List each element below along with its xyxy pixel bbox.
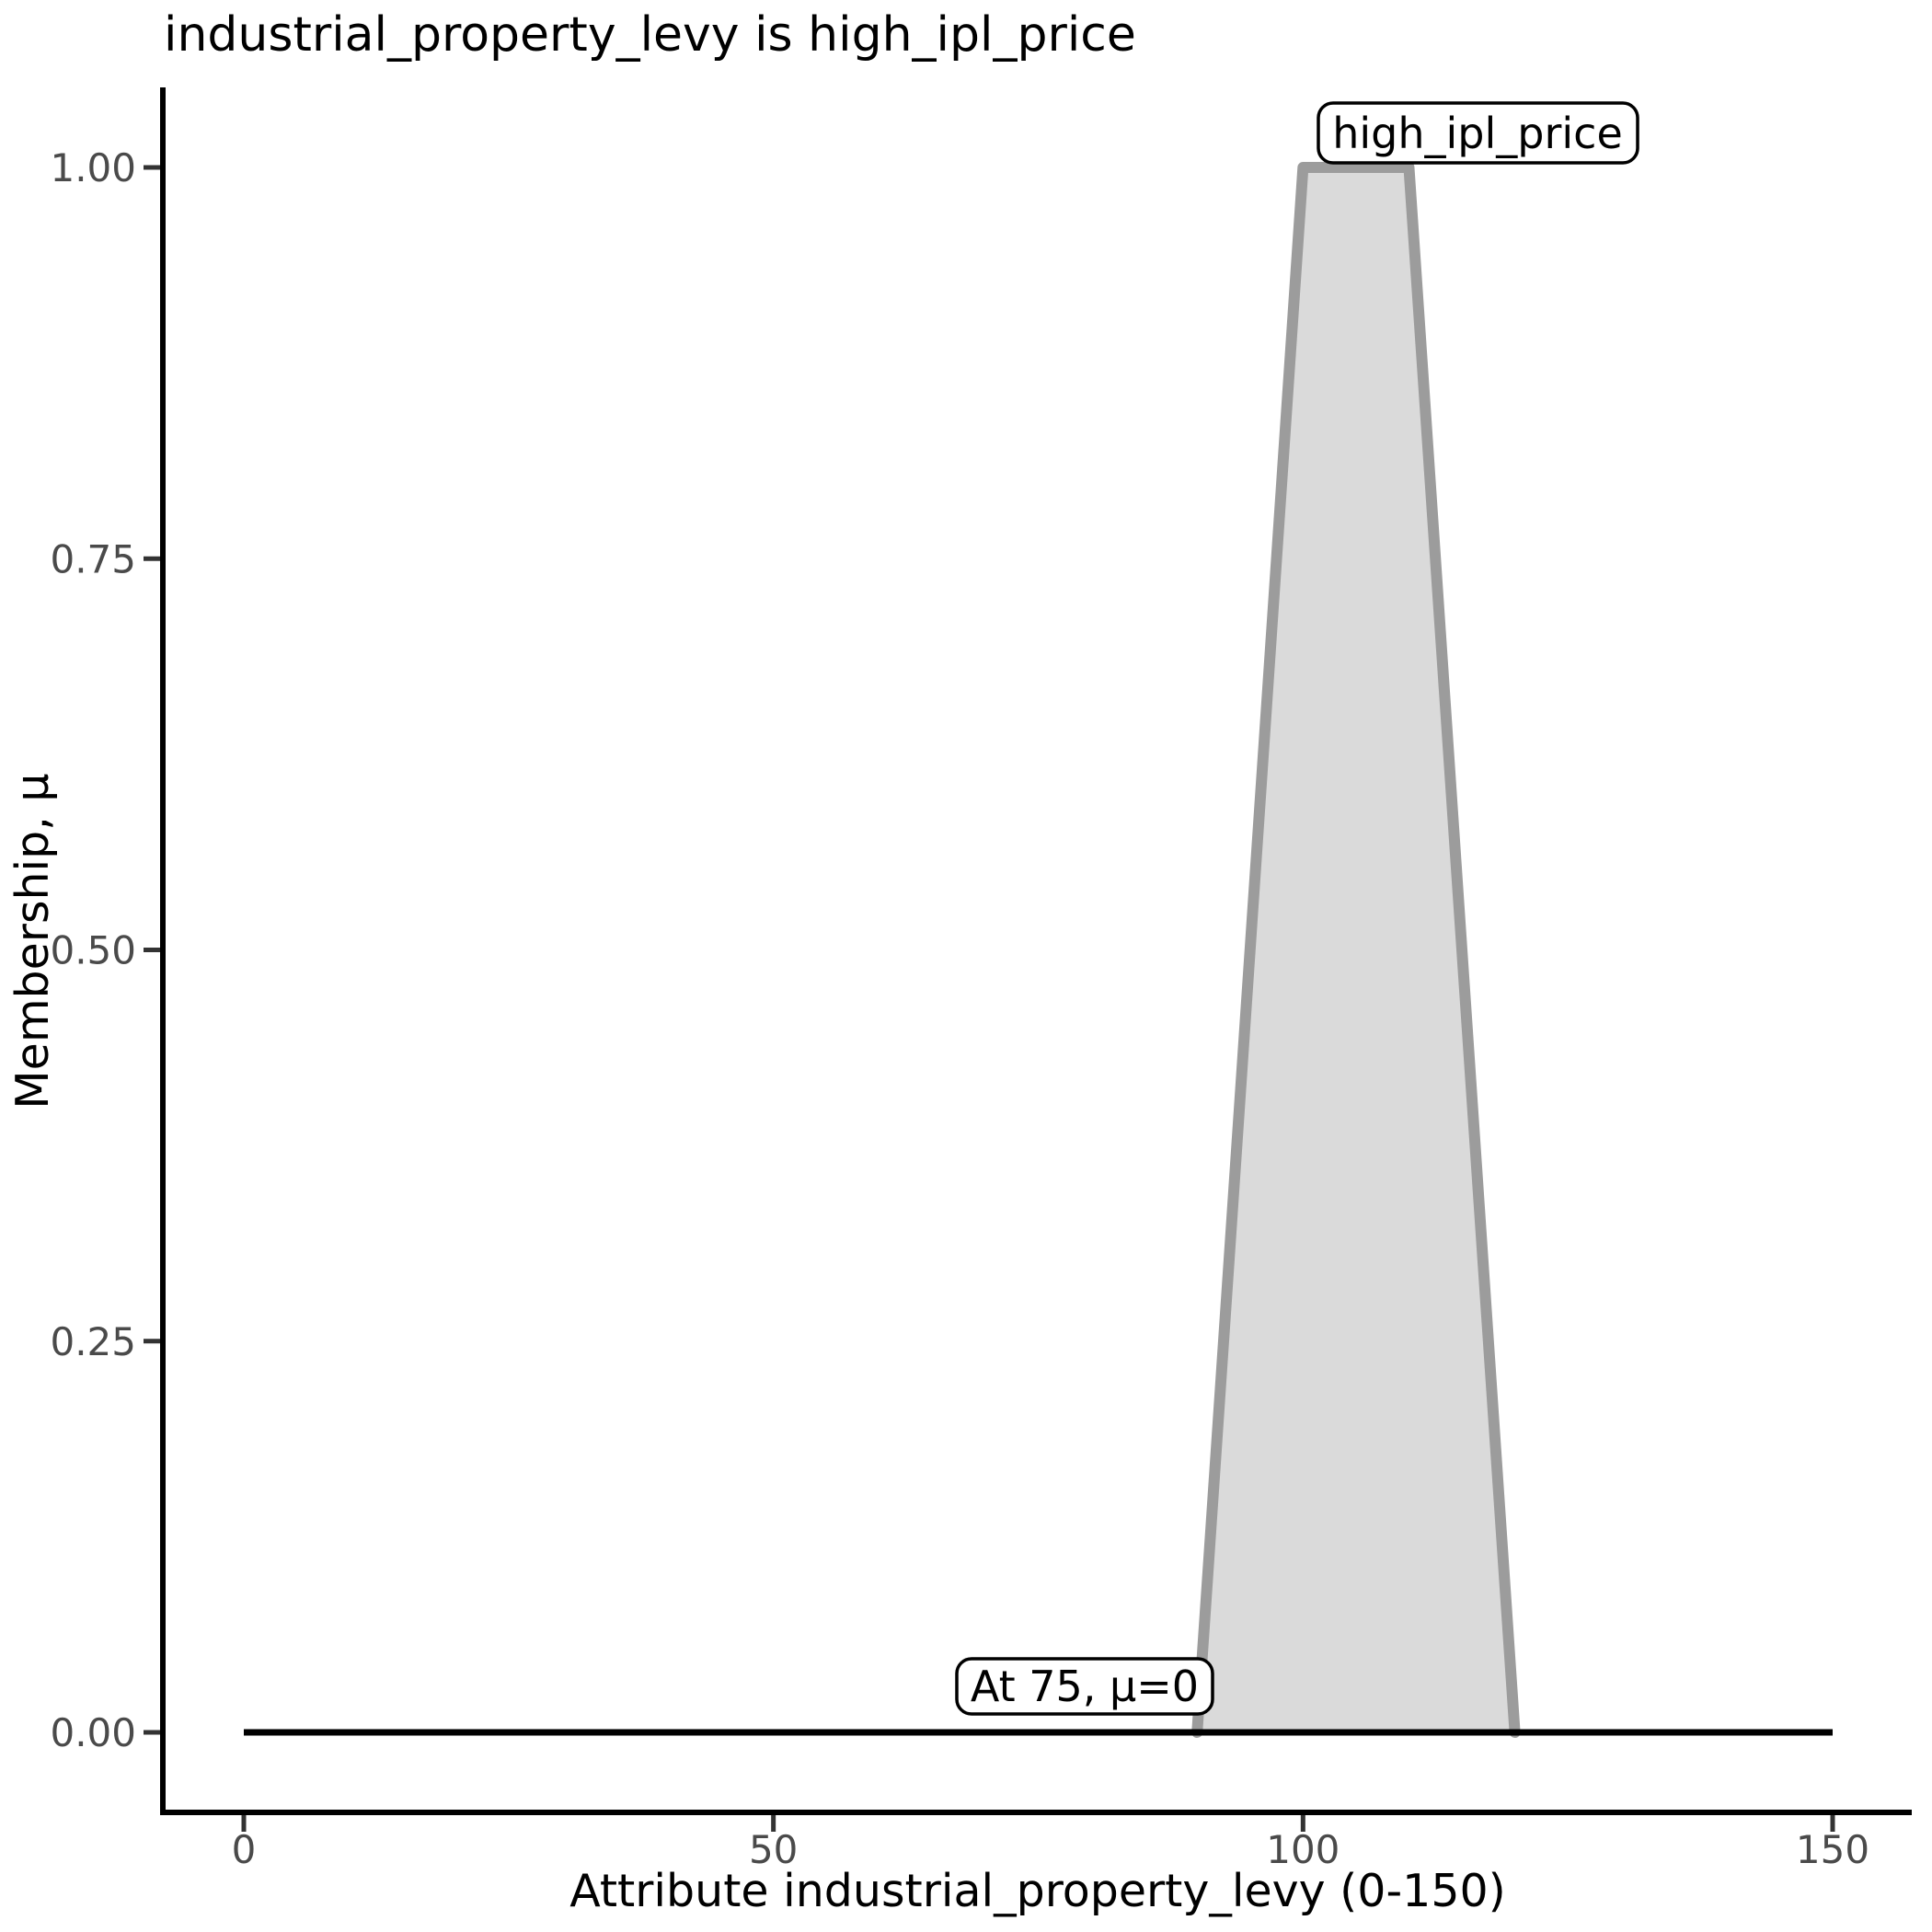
annotation-point-label-box <box>955 1657 1214 1716</box>
y-axis-title: Membership, μ <box>6 773 59 1109</box>
y-tick-label: 0.75 <box>50 536 136 581</box>
x-axis-title: Attribute industrial_property_levy (0-15… <box>569 1865 1506 1917</box>
annotation-set-label: high_ipl_price <box>1317 101 1639 165</box>
x-tick-label: 0 <box>232 1827 257 1872</box>
y-tick-label: 0.50 <box>50 928 136 973</box>
membership-function-area <box>1191 162 1521 1738</box>
x-tick-label: 50 <box>749 1827 798 1872</box>
x-tick-label: 150 <box>1796 1827 1869 1872</box>
y-tick-label: 0.00 <box>50 1710 136 1755</box>
x-axis-ticks: 0 50 100 150 <box>232 1815 1869 1872</box>
annotation-set-label-box <box>1317 101 1639 165</box>
chart-title: industrial_property_levy is high_ipl_pri… <box>164 7 1136 63</box>
y-tick-label: 1.00 <box>50 145 136 190</box>
x-tick-label: 100 <box>1266 1827 1340 1872</box>
annotation-point-label: At 75, μ=0 <box>955 1657 1214 1716</box>
y-tick-label: 0.25 <box>50 1319 136 1364</box>
annotation-point-label-text: At 75, μ=0 <box>971 1662 1199 1711</box>
y-axis-ticks: 0.00 0.25 0.50 0.75 1.00 <box>50 145 160 1755</box>
annotation-set-label-text: high_ipl_price <box>1332 109 1623 158</box>
